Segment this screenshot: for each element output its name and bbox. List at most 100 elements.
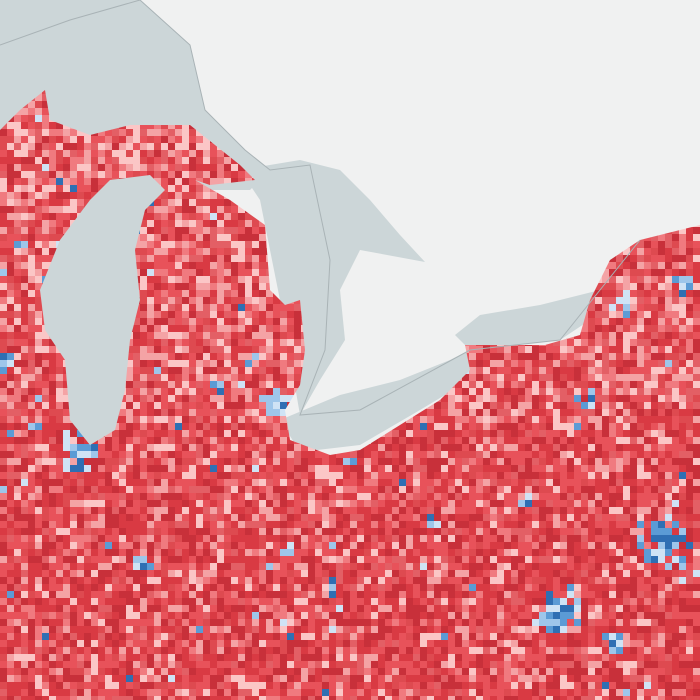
county-tile [581,346,588,353]
county-tile [553,409,560,416]
county-tile [182,409,189,416]
county-tile [182,304,189,311]
county-tile [0,185,7,192]
county-tile [0,332,7,339]
county-tile [259,318,266,325]
county-tile [665,234,672,241]
county-tile [574,360,581,367]
county-tile [140,220,147,227]
county-tile [259,395,266,402]
county-tile [245,262,252,269]
county-tile [21,367,28,374]
county-tile [21,262,28,269]
county-tile [693,297,700,304]
county-tile [252,388,259,395]
county-tile [35,164,42,171]
county-tile [189,220,196,227]
county-tile [0,339,7,346]
county-tile [196,171,203,178]
county-tile [112,171,119,178]
county-tile [224,206,231,213]
county-tile [196,416,203,423]
county-tile [42,143,49,150]
county-tile [252,353,259,360]
county-tile [231,255,238,262]
county-tile [532,360,539,367]
county-tile [189,374,196,381]
county-tile [476,416,483,423]
county-tile [35,255,42,262]
county-tile [497,346,504,353]
county-tile [616,360,623,367]
county-tile [609,416,616,423]
county-tile [28,297,35,304]
county-tile [665,388,672,395]
county-tile [245,374,252,381]
county-tile [686,374,693,381]
county-tile [462,388,469,395]
county-tile [679,318,686,325]
county-tile [168,248,175,255]
county-tile [35,353,42,360]
county-tile [469,360,476,367]
county-tile [154,395,161,402]
county-tile [420,423,427,430]
county-tile [511,388,518,395]
county-tile [581,367,588,374]
county-tile [168,129,175,136]
county-tile [14,115,21,122]
county-tile [553,395,560,402]
county-tile [14,381,21,388]
county-tile [644,402,651,409]
county-tile [546,409,553,416]
county-tile [574,346,581,353]
county-tile [273,381,280,388]
county-tile [7,311,14,318]
county-tile [525,416,532,423]
county-tile [126,367,133,374]
county-tile [686,241,693,248]
county-tile [273,367,280,374]
county-tile [658,395,665,402]
county-tile [161,290,168,297]
county-tile [56,164,63,171]
county-tile [266,409,273,416]
county-tile [672,402,679,409]
county-tile [686,304,693,311]
county-tile [175,234,182,241]
county-tile [266,290,273,297]
county-tile [574,381,581,388]
county-tile [28,150,35,157]
county-tile [175,262,182,269]
county-tile [196,395,203,402]
county-tile [252,227,259,234]
county-tile [252,416,259,423]
county-tile [154,290,161,297]
county-tile [658,332,665,339]
county-tile [539,346,546,353]
county-tile [42,269,49,276]
county-tile [623,255,630,262]
county-tile [588,388,595,395]
county-tile [42,409,49,416]
county-tile [182,332,189,339]
county-tile [35,122,42,129]
county-tile [476,402,483,409]
county-tile [0,136,7,143]
county-tile [665,353,672,360]
county-tile [154,129,161,136]
county-tile [259,374,266,381]
county-tile [231,178,238,185]
county-tile [658,409,665,416]
county-tile [693,339,700,346]
county-tile [462,374,469,381]
county-tile [539,395,546,402]
county-tile [259,353,266,360]
county-tile [651,332,658,339]
county-tile [112,164,119,171]
county-tile [14,311,21,318]
county-tile [0,129,7,136]
county-tile [168,220,175,227]
county-tile [7,304,14,311]
county-tile [231,388,238,395]
